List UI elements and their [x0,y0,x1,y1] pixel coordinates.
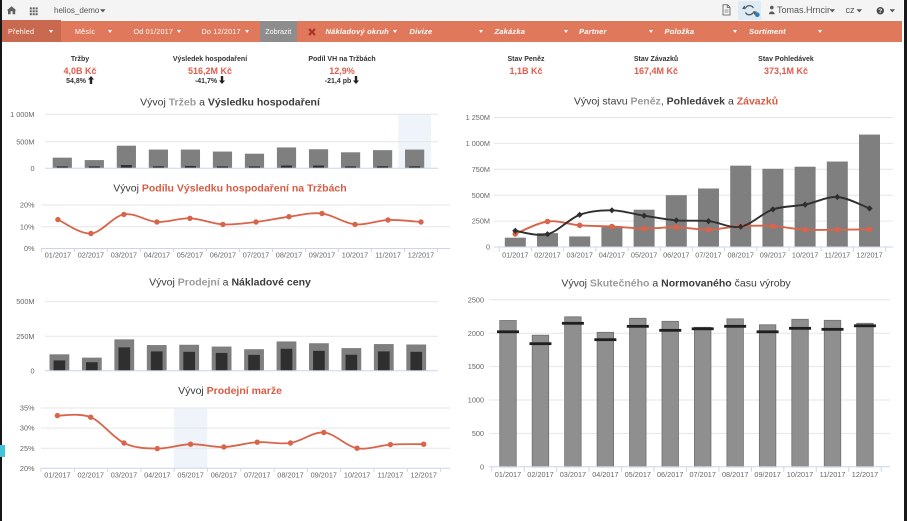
svg-text:500M: 500M [472,191,490,200]
svg-text:05/2017: 05/2017 [631,250,657,259]
svg-text:12/2017: 12/2017 [852,470,878,479]
svg-text:Vývoj stavu Peněz, Pohledávek: Vývoj stavu Peněz, Pohledávek a Závazků [574,96,778,108]
svg-text:500: 500 [472,429,484,438]
svg-text:04/2017: 04/2017 [592,470,618,479]
svg-text:01/2017: 01/2017 [495,470,521,479]
svg-text:05/2017: 05/2017 [177,251,203,260]
svg-text:03/2017: 03/2017 [560,470,586,479]
svg-text:25%: 25% [20,444,35,453]
svg-text:06/2017: 06/2017 [657,470,683,479]
svg-text:07/2017: 07/2017 [244,471,270,480]
svg-text:cz: cz [846,5,856,15]
svg-text:0: 0 [30,366,34,375]
svg-text:12/2017: 12/2017 [411,471,437,480]
svg-text:Vývoj Skutečného a Normovaného: Vývoj Skutečného a Normovaného času výro… [561,278,791,290]
svg-text:03/2017: 03/2017 [111,471,137,480]
svg-text:10/2017: 10/2017 [792,250,818,259]
svg-text:08/2017: 08/2017 [728,250,754,259]
svg-text:?: ? [878,8,882,15]
svg-text:Vývoj Tržeb a Výsledku hospoda: Vývoj Tržeb a Výsledku hospodaření [140,97,321,109]
svg-text:10/2017: 10/2017 [342,251,368,260]
svg-text:01/2017: 01/2017 [502,250,528,259]
svg-text:1000: 1000 [468,396,484,405]
svg-text:06/2017: 06/2017 [210,251,236,260]
svg-text:07/2017: 07/2017 [690,470,716,479]
svg-text:250M: 250M [472,217,490,226]
svg-text:1 250M: 1 250M [466,113,490,122]
svg-text:helios_demo: helios_demo [54,6,100,15]
svg-text:01/2017: 01/2017 [45,251,71,260]
svg-text:04/2017: 04/2017 [144,251,170,260]
svg-text:0: 0 [30,164,34,173]
svg-text:0: 0 [480,462,484,471]
svg-text:1 000M: 1 000M [10,110,34,119]
svg-text:2000: 2000 [468,329,484,338]
svg-text:05/2017: 05/2017 [625,470,651,479]
svg-text:30%: 30% [20,424,35,433]
svg-text:12/2017: 12/2017 [408,251,434,260]
svg-text:12/2017: 12/2017 [856,250,882,259]
svg-text:11/2017: 11/2017 [377,471,403,480]
svg-text:03/2017: 03/2017 [111,251,137,260]
svg-text:500M: 500M [16,297,34,306]
svg-text:02/2017: 02/2017 [527,470,553,479]
svg-text:09/2017: 09/2017 [754,470,780,479]
svg-text:1 000M: 1 000M [466,139,490,148]
svg-text:Vývoj Prodejní marže: Vývoj Prodejní marže [178,385,282,397]
svg-text:20%: 20% [20,201,35,210]
svg-text:10%: 10% [20,222,35,231]
svg-text:Vývoj Prodejní a Nákladové cen: Vývoj Prodejní a Nákladové ceny [149,277,311,289]
svg-text:1500: 1500 [468,362,484,371]
svg-text:500M: 500M [16,137,34,146]
svg-text:08/2017: 08/2017 [277,471,303,480]
svg-text:09/2017: 09/2017 [311,471,337,480]
svg-text:0: 0 [486,243,490,252]
svg-text:07/2017: 07/2017 [695,250,721,259]
svg-text:11/2017: 11/2017 [375,251,401,260]
svg-text:20%: 20% [20,464,35,473]
svg-text:11/2017: 11/2017 [820,470,846,479]
svg-text:0%: 0% [24,244,35,253]
svg-text:02/2017: 02/2017 [78,471,104,480]
svg-text:07/2017: 07/2017 [243,251,269,260]
svg-text:10/2017: 10/2017 [787,470,813,479]
svg-text:09/2017: 09/2017 [760,250,786,259]
svg-text:2500: 2500 [468,295,484,304]
svg-text:750M: 750M [472,165,490,174]
svg-text:35%: 35% [20,404,35,413]
svg-text:01/2017: 01/2017 [44,471,70,480]
svg-text:250M: 250M [16,332,34,341]
svg-text:04/2017: 04/2017 [144,471,170,480]
svg-text:06/2017: 06/2017 [211,471,237,480]
svg-text:Vývoj Podílu Výsledku hospodař: Vývoj Podílu Výsledku hospodaření na Trž… [113,183,346,195]
svg-text:05/2017: 05/2017 [177,471,203,480]
svg-text:04/2017: 04/2017 [599,250,625,259]
svg-text:09/2017: 09/2017 [309,251,335,260]
svg-text:08/2017: 08/2017 [276,251,302,260]
svg-text:Tomas.Hrncir: Tomas.Hrncir [777,5,830,15]
svg-text:06/2017: 06/2017 [663,250,689,259]
svg-text:11/2017: 11/2017 [824,250,850,259]
svg-text:08/2017: 08/2017 [722,470,748,479]
svg-text:10/2017: 10/2017 [344,471,370,480]
svg-text:02/2017: 02/2017 [78,251,104,260]
svg-text:02/2017: 02/2017 [534,250,560,259]
svg-text:03/2017: 03/2017 [567,250,593,259]
